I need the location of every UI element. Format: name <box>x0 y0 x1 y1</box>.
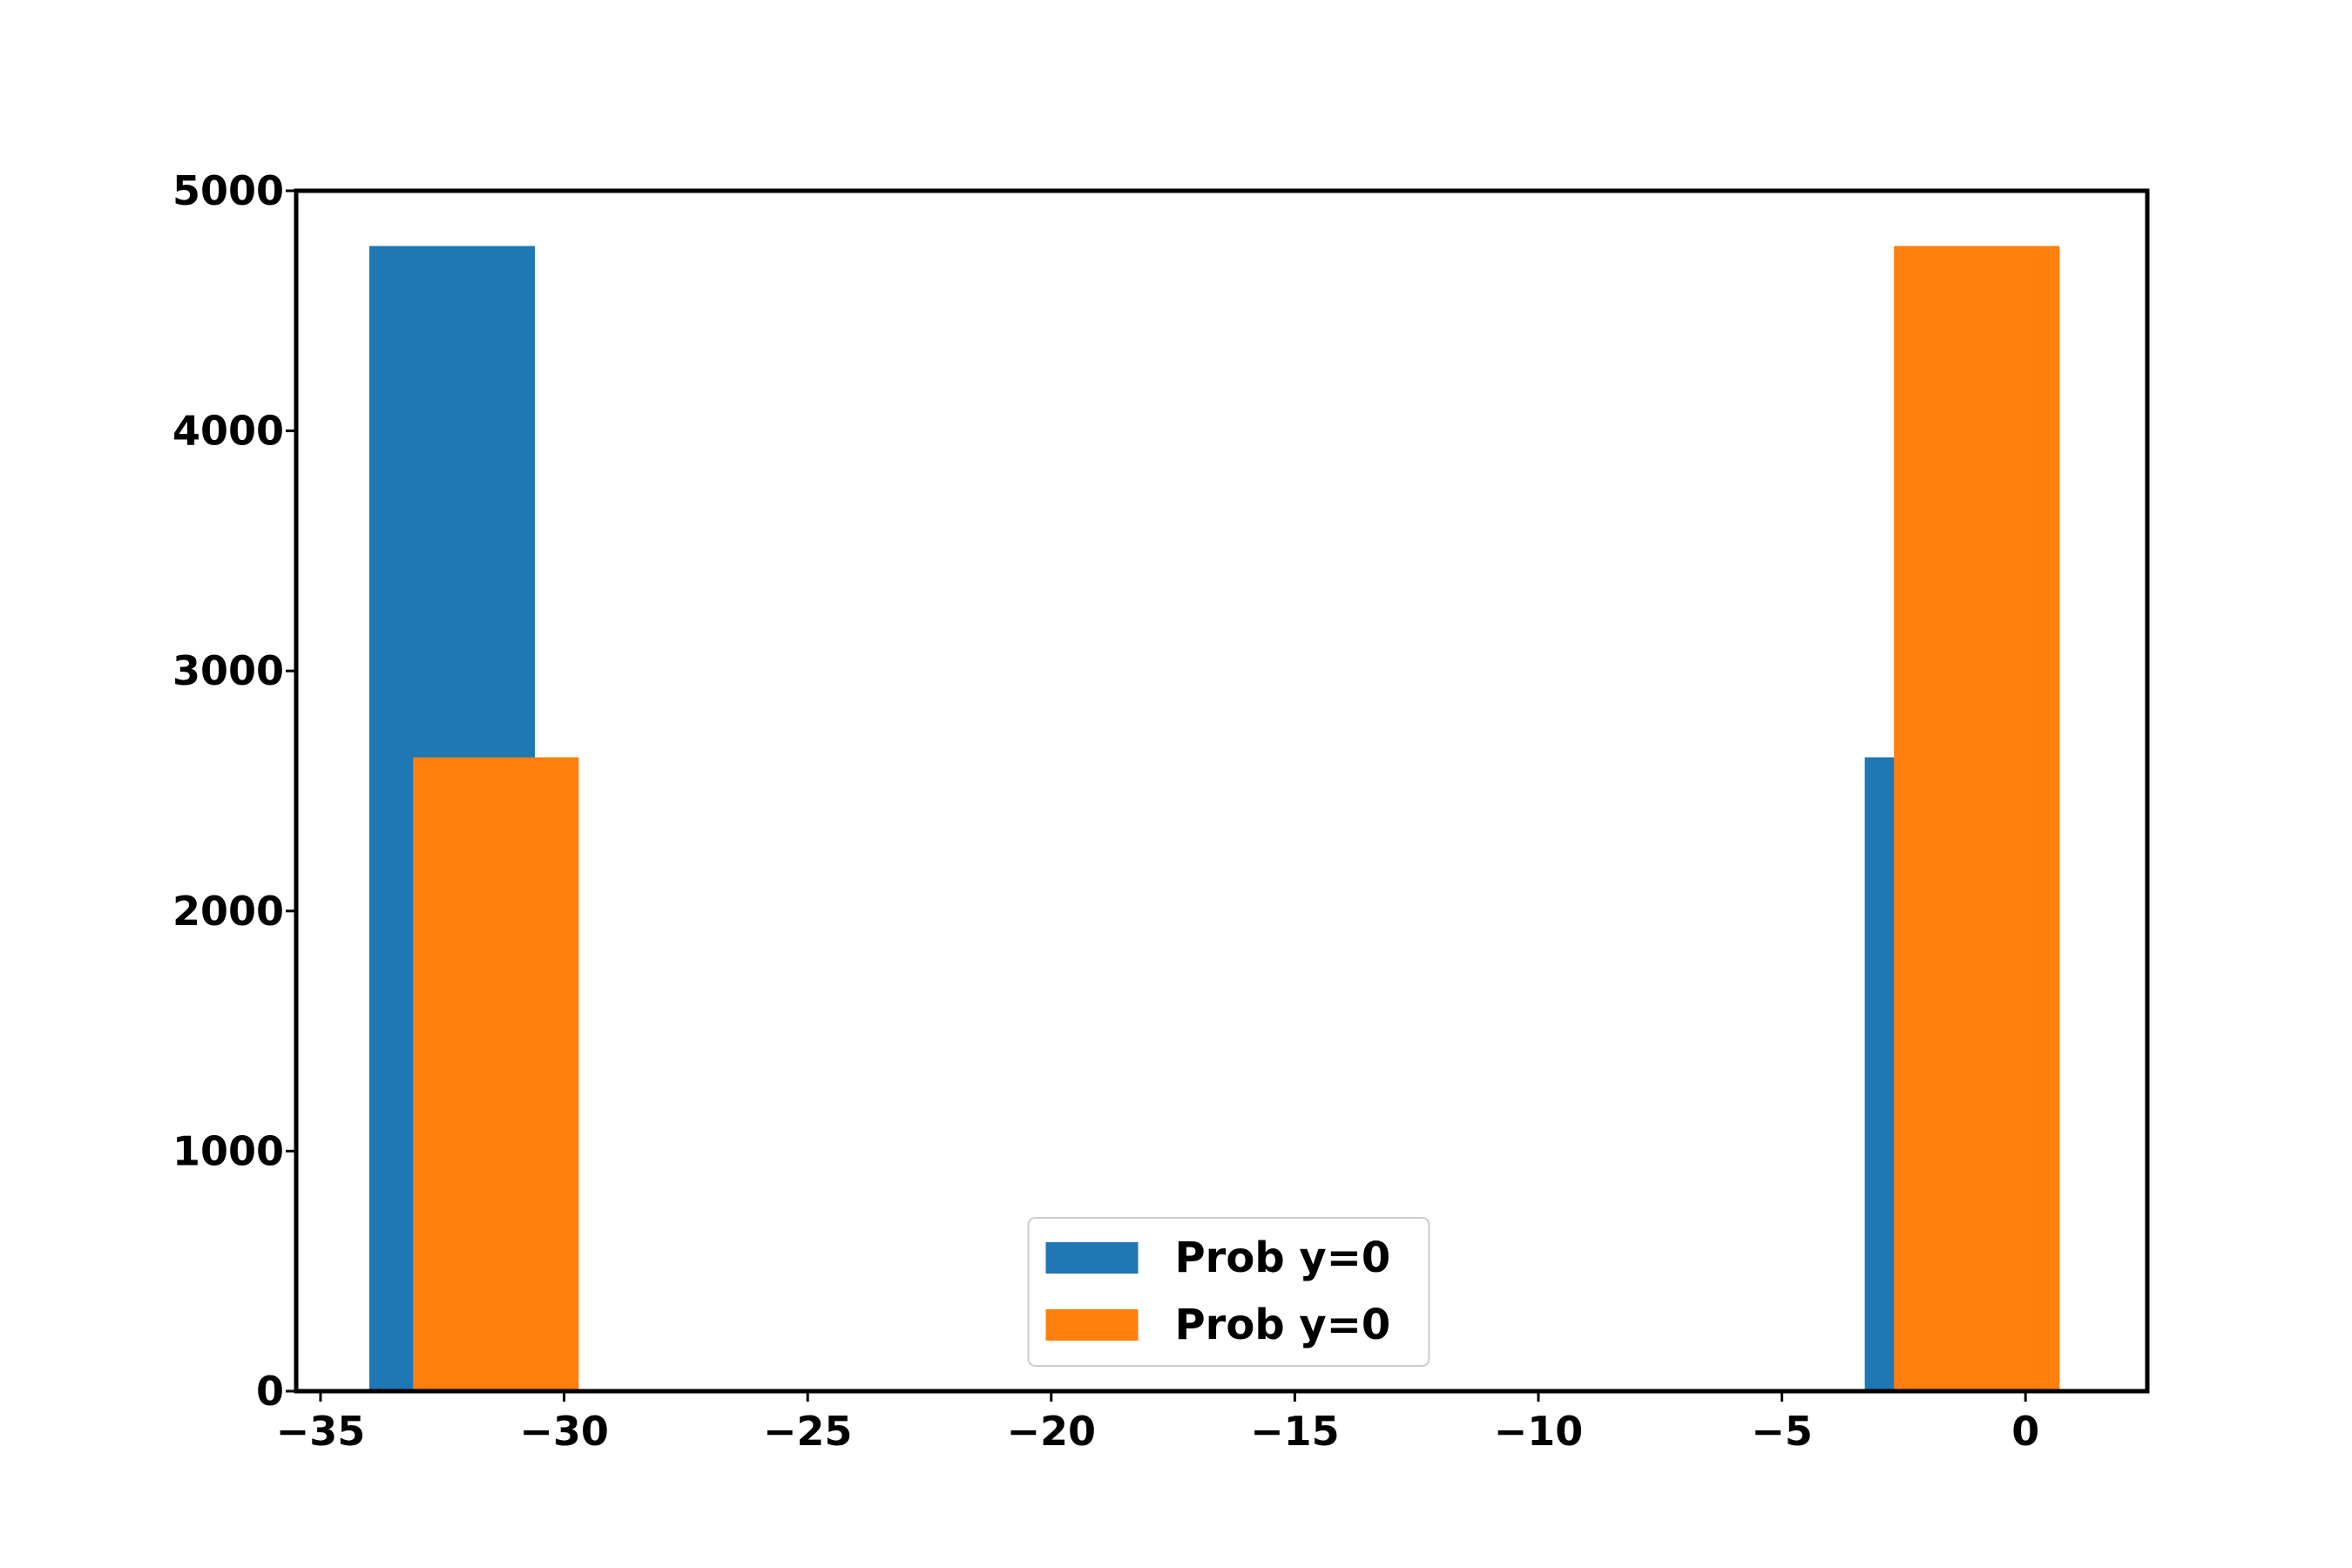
legend-swatch <box>1045 1242 1139 1274</box>
axes-layer: −35 −30 −25 −20 −15 −10 −5 0 0 1000 2000 3000 4000 50… <box>172 167 2150 1455</box>
legend-label: Prob y=0 <box>1175 1301 1391 1349</box>
bar-series-2-bin-2 <box>1894 246 2060 1392</box>
y-tick-label: 3000 <box>172 647 284 694</box>
bar-series-2-bin-1 <box>413 757 579 1391</box>
y-tick-label: 5000 <box>172 167 284 214</box>
x-tick-label: −15 <box>1250 1408 1340 1455</box>
x-tick-label: −5 <box>1751 1408 1813 1455</box>
x-tick-label: −35 <box>276 1408 366 1455</box>
x-tick-label: 0 <box>2011 1408 2039 1455</box>
legend-label: Prob y=0 <box>1175 1233 1391 1282</box>
axes-frame <box>294 188 2150 1394</box>
x-tick-label: −25 <box>763 1408 853 1455</box>
legend: Prob y=0 Prob y=0 <box>1027 1217 1430 1367</box>
x-tick-label: −20 <box>1006 1408 1096 1455</box>
y-tick-label: 4000 <box>172 408 284 455</box>
y-tick-label: 2000 <box>172 888 284 935</box>
y-tick-label: 1000 <box>172 1127 284 1174</box>
bars-layer <box>368 246 2060 1392</box>
x-tick-label: −10 <box>1494 1408 1584 1455</box>
x-tick-label: −30 <box>519 1408 609 1455</box>
legend-swatch <box>1045 1309 1139 1341</box>
y-tick-label: 0 <box>256 1368 284 1415</box>
